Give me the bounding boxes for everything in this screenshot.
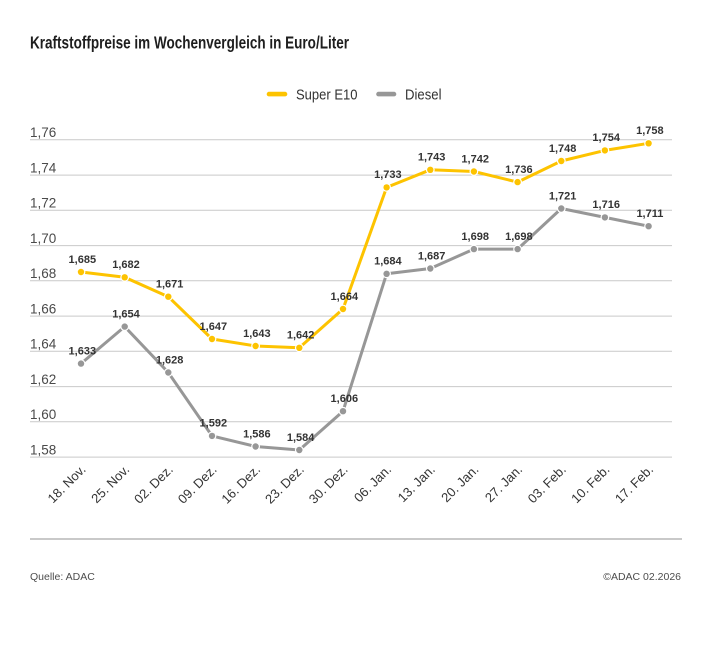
svg-text:1,66: 1,66 xyxy=(30,301,56,316)
svg-text:1,628: 1,628 xyxy=(156,354,184,366)
svg-text:1,647: 1,647 xyxy=(200,321,228,333)
svg-text:1,698: 1,698 xyxy=(505,231,533,243)
svg-text:1,586: 1,586 xyxy=(243,428,271,440)
svg-text:1,671: 1,671 xyxy=(156,279,184,291)
svg-text:1,748: 1,748 xyxy=(549,143,577,155)
svg-text:1,70: 1,70 xyxy=(30,231,56,246)
svg-text:1,76: 1,76 xyxy=(30,125,56,140)
svg-text:1,606: 1,606 xyxy=(331,393,359,405)
svg-text:1,60: 1,60 xyxy=(30,407,56,422)
svg-text:1,654: 1,654 xyxy=(112,308,140,320)
svg-text:1,685: 1,685 xyxy=(69,254,97,266)
svg-text:1,74: 1,74 xyxy=(30,161,57,176)
svg-text:1,716: 1,716 xyxy=(592,199,620,211)
svg-text:1,584: 1,584 xyxy=(287,432,315,444)
svg-text:Diesel: Diesel xyxy=(405,87,442,103)
svg-text:1,758: 1,758 xyxy=(636,125,664,137)
svg-text:Kraftstoffpreise im Wochenverg: Kraftstoffpreise im Wochenvergleich in E… xyxy=(30,33,349,53)
svg-text:1,642: 1,642 xyxy=(287,330,315,342)
svg-text:1,733: 1,733 xyxy=(374,169,402,181)
svg-text:©ADAC 02.2026: ©ADAC 02.2026 xyxy=(603,571,681,583)
svg-text:1,743: 1,743 xyxy=(418,152,446,164)
svg-text:Super E10: Super E10 xyxy=(296,87,358,103)
svg-text:1,711: 1,711 xyxy=(636,208,663,220)
svg-text:1,72: 1,72 xyxy=(30,196,56,211)
svg-text:1,633: 1,633 xyxy=(69,345,97,357)
svg-text:1,68: 1,68 xyxy=(30,266,56,281)
svg-text:1,62: 1,62 xyxy=(30,372,56,387)
svg-text:1,64: 1,64 xyxy=(30,337,57,352)
svg-text:1,58: 1,58 xyxy=(30,442,56,457)
svg-text:1,592: 1,592 xyxy=(200,418,228,430)
svg-text:1,682: 1,682 xyxy=(112,259,140,271)
svg-text:1,643: 1,643 xyxy=(243,328,271,340)
svg-text:Quelle: ADAC: Quelle: ADAC xyxy=(30,571,95,583)
svg-text:1,736: 1,736 xyxy=(505,164,533,176)
svg-text:1,684: 1,684 xyxy=(374,256,402,268)
svg-text:1,721: 1,721 xyxy=(549,190,577,202)
svg-text:1,687: 1,687 xyxy=(418,250,446,262)
svg-text:1,698: 1,698 xyxy=(461,231,489,243)
svg-text:1,754: 1,754 xyxy=(592,132,620,144)
svg-text:1,664: 1,664 xyxy=(331,291,359,303)
svg-text:1,742: 1,742 xyxy=(461,153,489,165)
